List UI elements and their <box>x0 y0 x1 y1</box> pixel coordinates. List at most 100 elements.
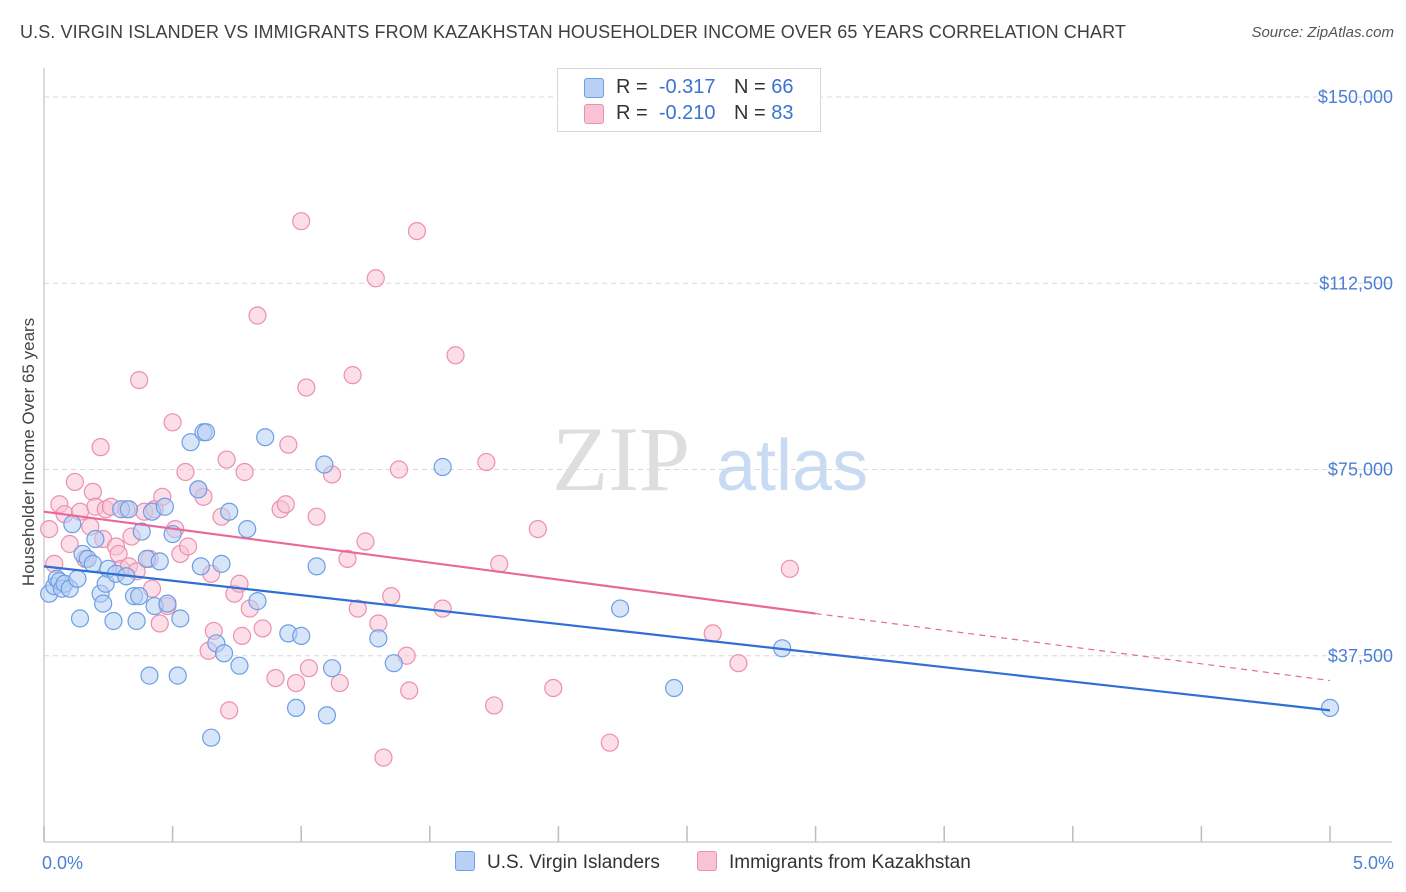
blue-data-point <box>155 497 174 516</box>
pink-data-point <box>446 346 465 365</box>
legend-n-label: N = <box>734 102 766 124</box>
pink-data-point <box>253 619 272 638</box>
legend-label: Immigrants from Kazakhstan <box>729 852 971 873</box>
blue-data-point <box>369 629 388 648</box>
legend-r-label: R = <box>616 76 648 98</box>
blue-data-point <box>665 678 684 698</box>
pink-data-point <box>485 696 504 715</box>
blue-data-point <box>158 594 177 613</box>
blue-swatch <box>455 851 475 871</box>
pink-data-point <box>45 554 64 573</box>
pink-data-point <box>40 519 59 539</box>
pink-series-points <box>40 212 799 767</box>
blue-data-point <box>86 529 105 549</box>
blue-data-point <box>286 698 306 718</box>
pink-swatch <box>697 851 717 871</box>
blue-data-point <box>63 515 82 534</box>
blue-data-point <box>189 480 208 499</box>
blue-data-point <box>315 455 334 474</box>
chart-title: U.S. VIRGIN ISLANDER VS IMMIGRANTS FROM … <box>20 22 1126 42</box>
blue-data-point <box>212 554 231 573</box>
pink-trend-extension <box>815 612 1331 682</box>
pink-data-point <box>276 495 295 514</box>
pink-data-point <box>338 549 357 569</box>
pink-data-point <box>60 534 79 554</box>
pink-data-point <box>343 366 362 385</box>
pink-data-point <box>176 462 195 482</box>
pink-data-point <box>248 306 267 325</box>
pink-data-point <box>91 438 110 457</box>
source-label: Source: ZipAtlas.com <box>1251 24 1394 41</box>
legend-r-value: -0.210 <box>658 102 716 124</box>
blue-data-point <box>127 611 146 631</box>
pink-data-point <box>83 482 102 501</box>
pink-data-point <box>729 654 748 673</box>
pink-data-point <box>232 626 252 645</box>
pink-data-point <box>544 678 563 698</box>
blue-data-point <box>292 626 311 645</box>
pink-data-point <box>266 668 285 688</box>
blue-data-point <box>307 557 326 576</box>
pink-data-point <box>703 624 722 643</box>
blue-data-point <box>322 659 342 678</box>
pink-data-point <box>382 587 401 606</box>
blue-data-point <box>140 666 159 685</box>
y-tick-label: $75,000 <box>1328 460 1393 480</box>
pink-data-point <box>65 472 84 492</box>
blue-data-point <box>202 728 221 747</box>
x-tick-label: 5.0% <box>1353 853 1394 873</box>
pink-data-point <box>600 733 619 752</box>
blue-data-point <box>94 594 113 613</box>
blue-data-point <box>611 599 630 618</box>
pink-trend-line <box>43 510 816 615</box>
blue-data-point <box>119 500 138 519</box>
pink-data-point <box>286 673 306 693</box>
axes <box>43 68 1392 843</box>
blue-data-point <box>214 644 234 663</box>
pink-data-point <box>389 460 409 479</box>
pink-data-point <box>220 701 239 720</box>
watermark-atlas: atlas <box>716 426 868 506</box>
watermark-zip: ZIP <box>552 408 690 510</box>
legend-item-virgin-islanders[interactable]: U.S. Virgin Islanders <box>455 851 660 874</box>
pink-data-point <box>528 519 547 539</box>
blue-data-point <box>181 433 200 452</box>
pink-data-point <box>780 559 799 578</box>
legend-label: U.S. Virgin Islanders <box>487 852 660 873</box>
pink-data-point <box>477 452 496 472</box>
blue-data-point <box>433 457 452 477</box>
pink-data-point <box>330 673 349 693</box>
correlation-legend: R = -0.317 N = 66 R = -0.210 N = 83 <box>557 68 821 132</box>
trend-lines <box>43 510 1331 712</box>
x-tick-label: 0.0% <box>42 853 83 873</box>
legend-n-label: N = <box>734 76 766 98</box>
blue-data-point <box>230 656 249 675</box>
pink-data-point <box>374 748 393 767</box>
legend-n-value: 83 <box>771 102 794 124</box>
blue-data-point <box>150 552 169 571</box>
blue-data-point <box>196 423 216 442</box>
blue-data-point <box>83 554 102 573</box>
blue-data-point <box>256 428 275 447</box>
legend-r-value: -0.317 <box>658 76 716 98</box>
blue-data-point <box>168 666 187 685</box>
pink-data-point <box>235 462 254 482</box>
pink-data-point <box>366 269 385 288</box>
pink-data-point <box>348 599 367 618</box>
legend-item-kazakhstan[interactable]: Immigrants from Kazakhstan <box>697 851 971 874</box>
blue-data-point <box>171 609 190 628</box>
blue-data-point <box>70 609 90 628</box>
legend-r-label: R = <box>616 102 648 124</box>
pink-data-point <box>297 378 316 397</box>
y-tick-label: $37,500 <box>1328 646 1393 666</box>
watermark: ZIP atlas <box>552 408 868 510</box>
blue-trend-line <box>43 565 1331 712</box>
y-tick-label: $150,000 <box>1318 87 1393 107</box>
pink-swatch <box>584 104 604 124</box>
pink-data-point <box>292 212 311 231</box>
blue-data-point <box>132 522 151 541</box>
pink-data-point <box>279 435 298 454</box>
pink-data-point <box>307 507 326 526</box>
blue-data-point <box>1320 698 1340 718</box>
